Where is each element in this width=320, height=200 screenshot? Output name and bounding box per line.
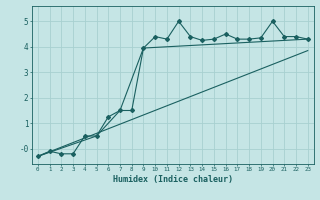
X-axis label: Humidex (Indice chaleur): Humidex (Indice chaleur): [113, 175, 233, 184]
